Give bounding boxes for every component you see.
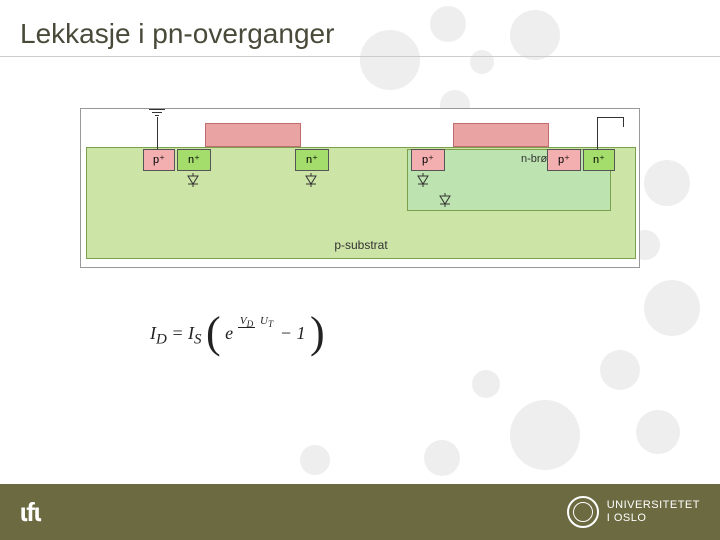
- uio-line2: I OSLO: [607, 512, 700, 525]
- diode-icon: [187, 173, 199, 187]
- region-p-plus: p⁺: [411, 149, 445, 171]
- ground-icon: [149, 109, 165, 119]
- slide: Lekkasje i pn-overganger p-substrat n-br…: [0, 0, 720, 540]
- region-p-plus: p⁺: [547, 149, 581, 171]
- uio-seal-icon: [567, 496, 599, 528]
- diode-icon: [417, 173, 429, 187]
- eq-equals: =: [171, 323, 188, 343]
- eq-e: e: [225, 323, 233, 343]
- footer-bar: ɩfɩ UNIVERSITETET I OSLO: [0, 484, 720, 540]
- region-n-plus: n⁺: [583, 149, 615, 171]
- wire: [157, 117, 158, 149]
- region-n-plus: n⁺: [295, 149, 329, 171]
- uio-line1: UNIVERSITETET: [607, 499, 700, 512]
- region-n-plus: n⁺: [177, 149, 211, 171]
- eq-sub-D: D: [156, 332, 167, 348]
- poly-gate-left: [205, 123, 301, 147]
- uio-logo: UNIVERSITETET I OSLO: [567, 496, 700, 528]
- diode-equation: ID = IS ( e VD UT − 1 ): [150, 320, 390, 349]
- eq-sub-S: S: [194, 332, 202, 348]
- diode-icon: [439, 193, 451, 207]
- slide-title: Lekkasje i pn-overganger: [20, 18, 334, 50]
- region-p-plus: p⁺: [143, 149, 175, 171]
- substrate-label: p-substrat: [334, 238, 387, 252]
- ifi-logo: ɩfɩ: [20, 497, 40, 528]
- eq-minus-one: − 1: [280, 323, 306, 343]
- cross-section-diagram: p-substrat n-brønn p⁺ n⁺ n⁺ p⁺ p⁺ n⁺: [80, 108, 640, 268]
- wire: [597, 117, 598, 149]
- title-underline: [0, 56, 720, 57]
- wire: [623, 117, 624, 127]
- diagram-frame: p-substrat n-brønn p⁺ n⁺ n⁺ p⁺ p⁺ n⁺: [80, 108, 640, 268]
- eq-exponent-fraction: VD UT: [238, 316, 275, 330]
- diode-icon: [305, 173, 317, 187]
- poly-gate-right: [453, 123, 549, 147]
- wire: [597, 117, 623, 118]
